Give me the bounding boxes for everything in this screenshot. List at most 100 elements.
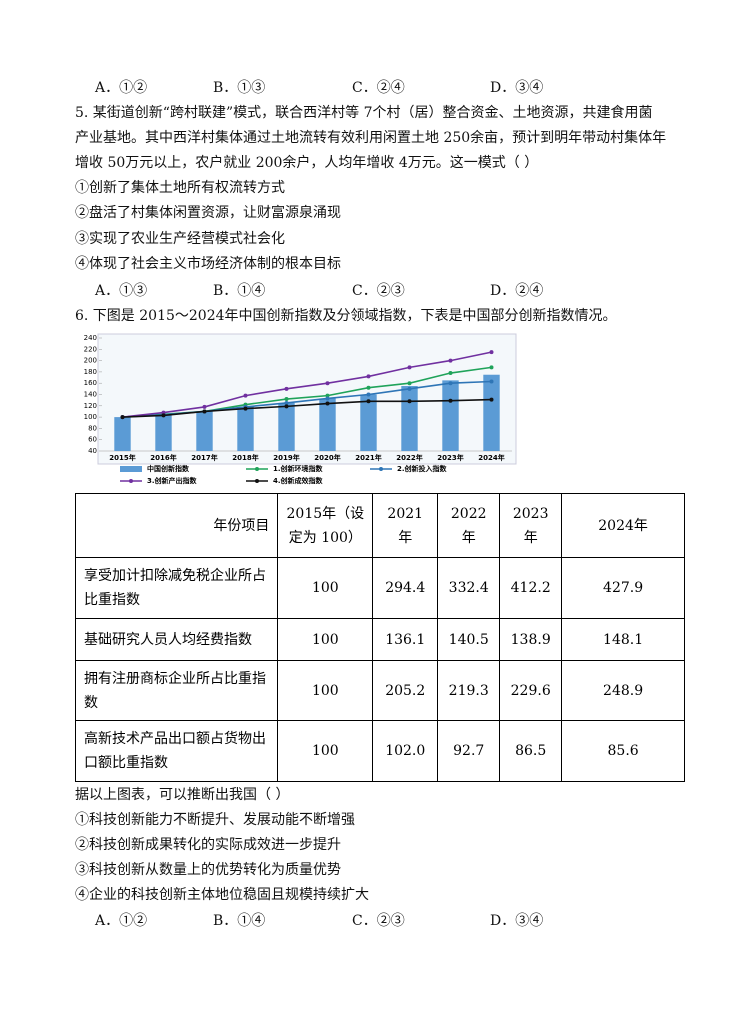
table-header: 年份项目 [74, 493, 279, 558]
bar [114, 417, 131, 451]
option: D．②④ [490, 283, 544, 299]
bar [401, 386, 418, 451]
y-tick-label: 200 [84, 357, 97, 365]
point [284, 400, 289, 405]
y-tick-label: 240 [84, 334, 97, 342]
line [122, 398, 492, 418]
statement: ②盘活了村集体闲置资源，让财富源泉涌现 [75, 205, 341, 222]
y-tick-label: 140 [84, 391, 97, 399]
y-tick-label: 180 [84, 368, 97, 376]
table-cell: 148.1 [561, 618, 685, 661]
table-cell: 412.2 [499, 557, 563, 619]
table-cell: 基础研究人员人均经费指数 [74, 618, 279, 661]
option: A．①② [95, 913, 148, 929]
option: B．①③ [213, 80, 266, 96]
point [448, 358, 453, 363]
data-table: 年份项目 2015年（设定为 100） 2021年 2022年 2023年 2024年 享受… [74, 493, 685, 782]
statement: ②科技创新成果转化的实际成效进一步提升 [75, 837, 341, 853]
legend-label: 3.创新产出指数 [147, 476, 198, 485]
point [489, 379, 494, 384]
legend-label: 1.创新环境指数 [273, 464, 324, 473]
table-cell: 86.5 [499, 720, 563, 782]
table-cell: 92.7 [437, 720, 501, 782]
legend-swatch [255, 479, 259, 483]
x-tick-label: 2016年 [150, 453, 176, 462]
option: A．①② [95, 80, 148, 96]
point [366, 385, 371, 390]
option: C．②③ [352, 283, 405, 299]
point [325, 393, 330, 398]
bar [442, 380, 459, 451]
chart: 40 60 80 100 120 140 160 180 200 220 240 2015年 2016年… [84, 333, 517, 485]
legend-swatch [120, 466, 142, 472]
point [284, 397, 289, 402]
x-tick-label: 2023年 [437, 453, 463, 462]
point [284, 386, 289, 391]
x-tick-label: 2015年 [109, 453, 135, 462]
point [325, 401, 330, 406]
table-cell: 100 [277, 660, 374, 721]
y-tick-label: 220 [84, 345, 97, 353]
point [284, 404, 289, 409]
question-text: 产业基地。其中西洋村集体通过土地流转有效利用闲置土地 250余亩，预计到明年带动… [75, 130, 667, 146]
bar [278, 402, 295, 451]
point [325, 381, 330, 386]
table-cell: 427.9 [561, 557, 685, 619]
option: B．①④ [213, 913, 266, 929]
legend-label: 4.创新成效指数 [273, 476, 324, 485]
point [448, 371, 453, 376]
option: C．②③ [352, 913, 405, 929]
table-cell: 100 [277, 720, 374, 782]
y-tick-label: 60 [88, 436, 97, 444]
table-header: 2015年（设定为 100） [277, 493, 374, 558]
option: A．①③ [95, 283, 148, 299]
table-cell: 102.0 [372, 720, 439, 782]
x-tick-label: 2024年 [478, 453, 504, 462]
table-cell: 138.9 [499, 618, 563, 661]
y-tick-label: 160 [84, 379, 97, 387]
table-cell: 229.6 [499, 660, 563, 721]
point [448, 398, 453, 403]
table-cell: 100 [277, 618, 374, 661]
bar [360, 394, 377, 451]
legend-swatch [379, 467, 383, 471]
x-tick-label: 2020年 [314, 453, 340, 462]
x-tick-label: 2021年 [355, 453, 381, 462]
x-tick-label: 2017年 [191, 453, 217, 462]
legend-swatch [129, 479, 133, 483]
table-header: 2023年 [499, 493, 563, 558]
line [122, 351, 492, 418]
table-cell: 100 [277, 557, 374, 619]
table-cell: 140.5 [437, 618, 501, 661]
table-cell: 85.6 [561, 720, 685, 782]
table-header: 2022年 [437, 493, 501, 558]
table-cell: 332.4 [437, 557, 501, 619]
statement: ③科技创新从数量上的优势转化为质量优势 [75, 862, 341, 878]
point [325, 396, 330, 401]
legend-swatch [255, 467, 259, 471]
option: D．③④ [490, 913, 544, 929]
point [489, 350, 494, 355]
point [407, 381, 412, 386]
point [202, 404, 207, 409]
question-text: 5. 某街道创新“跨村联建”模式，联合西洋村等 7个村（居）整合资金、土地资源，… [75, 105, 653, 121]
point [161, 410, 166, 415]
question-text: 6. 下图是 2015～2024年中国创新指数及分领域指数，下表是中国部分创新指… [75, 308, 617, 324]
point [407, 386, 412, 391]
x-tick-label: 2019年 [273, 453, 299, 462]
point [366, 392, 371, 397]
bar [319, 398, 336, 451]
legend-label: 中国创新指数 [147, 464, 190, 473]
point [448, 381, 453, 386]
bar [196, 411, 213, 451]
x-tick-label: 2018年 [232, 453, 258, 462]
point [366, 374, 371, 379]
y-tick-label: 80 [88, 424, 97, 432]
point [243, 406, 248, 411]
statement: ④体现了社会主义市场经济体制的根本目标 [75, 255, 341, 272]
table-header: 2024年 [561, 493, 685, 558]
option: B．①④ [213, 283, 266, 299]
legend-label: 2.创新投入指数 [397, 464, 448, 473]
point [161, 413, 166, 418]
